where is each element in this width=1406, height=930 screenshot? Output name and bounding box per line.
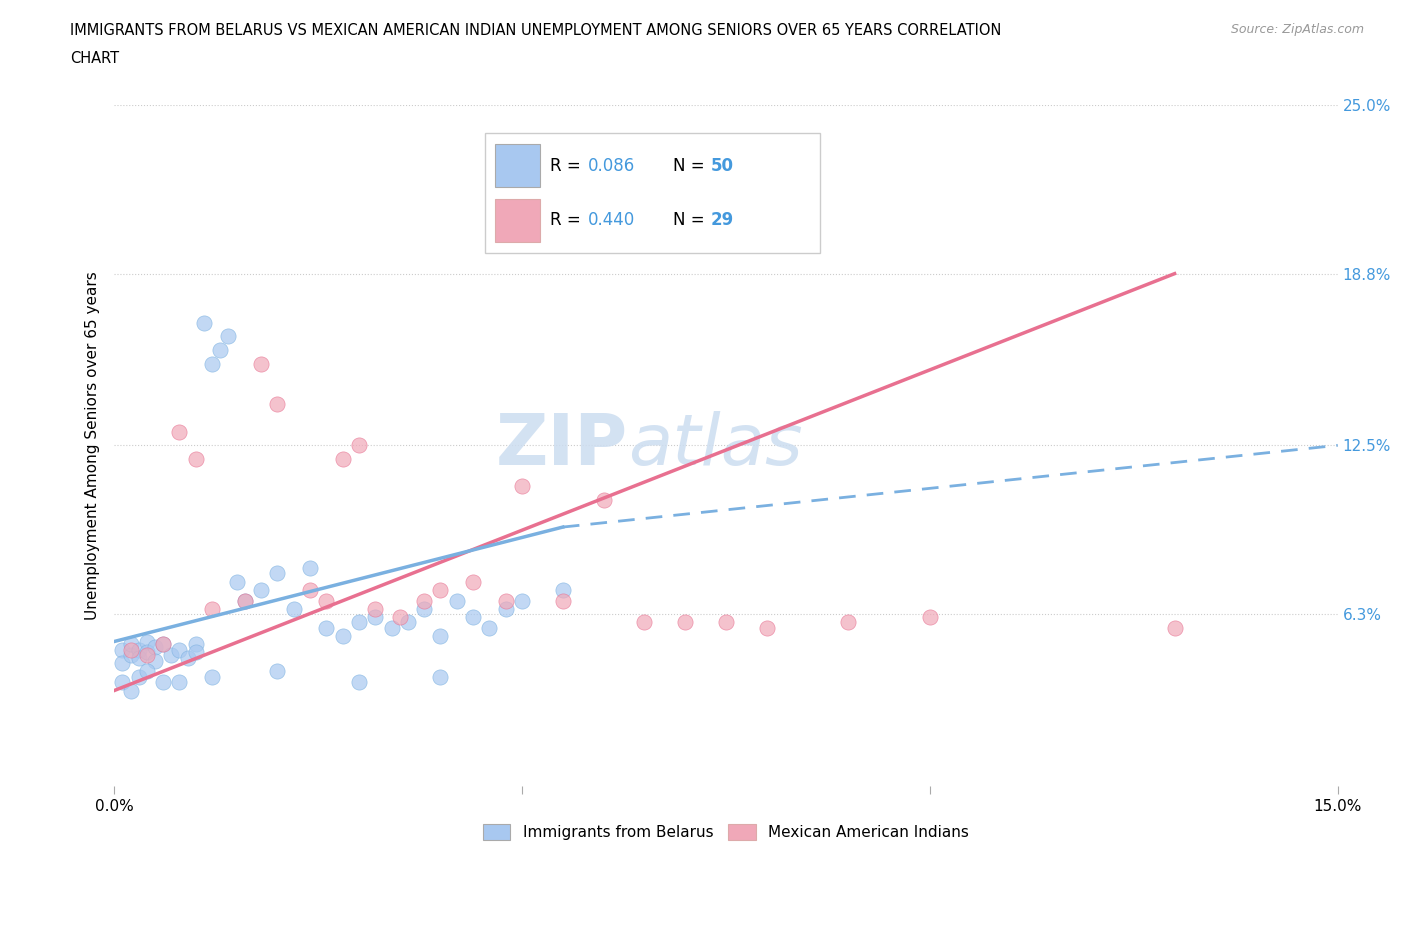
Point bbox=[152, 637, 174, 652]
Legend: Immigrants from Belarus, Mexican American Indians: Immigrants from Belarus, Mexican America… bbox=[477, 817, 976, 846]
Point bbox=[266, 664, 288, 679]
Point bbox=[128, 643, 150, 658]
Point bbox=[918, 609, 941, 624]
Point bbox=[298, 561, 321, 576]
Point bbox=[495, 593, 517, 608]
Point bbox=[111, 656, 134, 671]
Text: ZIP: ZIP bbox=[496, 411, 628, 480]
Point bbox=[160, 647, 183, 662]
Point bbox=[225, 574, 247, 589]
Point bbox=[217, 329, 239, 344]
Point bbox=[298, 582, 321, 597]
Text: Source: ZipAtlas.com: Source: ZipAtlas.com bbox=[1230, 23, 1364, 36]
Point bbox=[429, 582, 451, 597]
Point bbox=[755, 620, 778, 635]
Point bbox=[250, 356, 273, 371]
Point bbox=[446, 593, 468, 608]
Point bbox=[233, 593, 256, 608]
Point bbox=[332, 451, 354, 466]
Point bbox=[388, 609, 411, 624]
Point bbox=[1163, 620, 1185, 635]
Point bbox=[478, 620, 501, 635]
Point bbox=[111, 643, 134, 658]
Point bbox=[315, 593, 337, 608]
Point bbox=[120, 647, 142, 662]
Point bbox=[169, 675, 191, 690]
Point bbox=[135, 645, 157, 660]
Point bbox=[128, 650, 150, 665]
Point bbox=[429, 629, 451, 644]
Point bbox=[347, 615, 370, 630]
Point bbox=[364, 609, 387, 624]
Point bbox=[176, 650, 198, 665]
Point bbox=[266, 566, 288, 581]
Point bbox=[551, 593, 574, 608]
Point bbox=[347, 438, 370, 453]
Point bbox=[396, 615, 419, 630]
Point bbox=[169, 643, 191, 658]
Point bbox=[283, 602, 305, 617]
Point bbox=[364, 602, 387, 617]
Point bbox=[193, 315, 215, 330]
Point bbox=[201, 602, 224, 617]
Point bbox=[673, 615, 696, 630]
Point bbox=[120, 637, 142, 652]
Point bbox=[143, 640, 166, 655]
Point bbox=[461, 609, 484, 624]
Point bbox=[714, 615, 737, 630]
Text: CHART: CHART bbox=[70, 51, 120, 66]
Point bbox=[592, 492, 614, 507]
Point bbox=[510, 593, 533, 608]
Y-axis label: Unemployment Among Seniors over 65 years: Unemployment Among Seniors over 65 years bbox=[86, 271, 100, 619]
Point bbox=[413, 593, 436, 608]
Point bbox=[135, 647, 157, 662]
Point bbox=[633, 615, 655, 630]
Point bbox=[429, 670, 451, 684]
Point bbox=[266, 397, 288, 412]
Text: IMMIGRANTS FROM BELARUS VS MEXICAN AMERICAN INDIAN UNEMPLOYMENT AMONG SENIORS OV: IMMIGRANTS FROM BELARUS VS MEXICAN AMERI… bbox=[70, 23, 1001, 38]
Point bbox=[184, 637, 207, 652]
Point bbox=[201, 356, 224, 371]
Point bbox=[461, 574, 484, 589]
Point bbox=[111, 675, 134, 690]
Point bbox=[551, 582, 574, 597]
Point bbox=[152, 637, 174, 652]
Point bbox=[209, 342, 232, 357]
Point bbox=[135, 634, 157, 649]
Point bbox=[128, 670, 150, 684]
Point bbox=[510, 479, 533, 494]
Point bbox=[120, 684, 142, 698]
Point bbox=[135, 664, 157, 679]
Point bbox=[143, 653, 166, 668]
Point bbox=[380, 620, 402, 635]
Point bbox=[837, 615, 859, 630]
Point bbox=[315, 620, 337, 635]
Point bbox=[184, 645, 207, 660]
Point bbox=[495, 602, 517, 617]
Point bbox=[233, 593, 256, 608]
Text: atlas: atlas bbox=[628, 411, 803, 480]
Point bbox=[169, 424, 191, 439]
Point bbox=[347, 675, 370, 690]
Point bbox=[152, 675, 174, 690]
Point bbox=[201, 670, 224, 684]
Point bbox=[413, 602, 436, 617]
Point bbox=[332, 629, 354, 644]
Point bbox=[184, 451, 207, 466]
Point bbox=[250, 582, 273, 597]
Point bbox=[120, 643, 142, 658]
